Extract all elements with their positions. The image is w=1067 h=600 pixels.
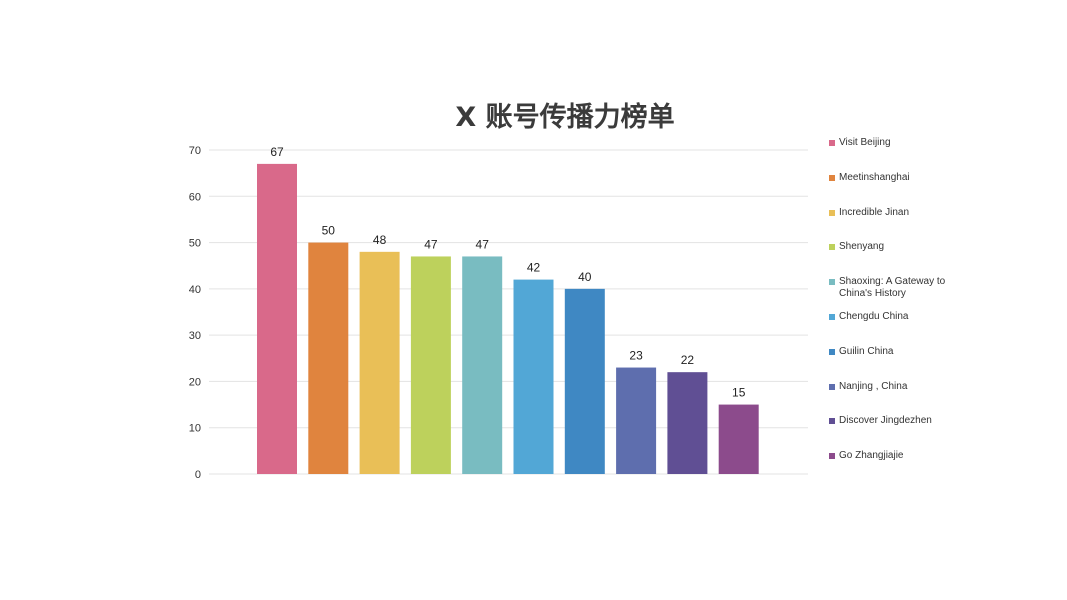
chart-title: X 账号传播力榜单 <box>455 102 675 133</box>
data-label: 42 <box>527 261 541 275</box>
legend-swatch <box>829 174 835 181</box>
y-tick-label: 20 <box>189 376 201 388</box>
data-label: 22 <box>681 353 695 367</box>
y-tick-label: 60 <box>189 191 201 203</box>
bar <box>718 404 759 474</box>
data-label: 15 <box>732 386 746 400</box>
legend-swatch <box>829 348 835 355</box>
legend-item: Go Zhangjiajie <box>829 450 949 462</box>
legend-swatch <box>829 383 835 390</box>
legend-swatch <box>829 209 835 216</box>
y-tick-label: 0 <box>195 469 201 481</box>
data-label: 47 <box>476 237 490 251</box>
bar <box>462 256 503 474</box>
legend-label: Chengdu China <box>839 311 909 322</box>
legend-label: Discover Jingdezhen <box>839 415 932 427</box>
data-label: 48 <box>373 233 387 247</box>
bar <box>410 256 451 474</box>
data-label: 40 <box>578 270 592 284</box>
legend-label: Go Zhangjiajie <box>839 450 904 462</box>
legend-label: Shaoxing: A Gateway to China's History <box>839 276 946 300</box>
legend-item: Guilin China <box>829 346 949 358</box>
legend-swatch <box>829 314 835 320</box>
y-tick-label: 10 <box>189 423 201 435</box>
legend-label: Guilin China <box>839 345 894 357</box>
y-tick-label: 30 <box>189 330 201 342</box>
legend-swatch <box>829 279 835 286</box>
legend-swatch <box>829 244 835 251</box>
legend-item: Meetinshanghai <box>829 172 949 184</box>
bar <box>667 372 708 474</box>
legend-label: Visit Beijing <box>839 137 891 148</box>
legend-swatch <box>829 453 835 460</box>
legend-label: Incredible Jinan <box>839 206 910 218</box>
bar <box>513 279 554 474</box>
legend-item: Chengdu China <box>829 311 949 323</box>
y-tick-label: 70 <box>189 145 201 157</box>
data-label: 23 <box>629 349 643 363</box>
data-label: 67 <box>270 145 284 159</box>
legend-item: Shaoxing: A Gateway to China's History <box>829 276 949 300</box>
legend-swatch <box>829 140 835 146</box>
legend-item: Incredible Jinan <box>829 207 949 219</box>
legend-swatch <box>829 418 835 425</box>
bar <box>564 288 605 474</box>
data-label: 50 <box>322 224 336 238</box>
data-label: 47 <box>424 237 438 251</box>
bar <box>616 367 657 474</box>
bar <box>359 251 400 474</box>
legend-item: Visit Beijing <box>829 137 949 149</box>
legend-label: Nanjing , China <box>839 380 908 392</box>
legend-item: Shenyang <box>829 241 949 253</box>
y-tick-label: 50 <box>189 238 201 250</box>
legend-item: Discover Jingdezhen <box>829 415 949 427</box>
legend-label: Meetinshanghai <box>839 171 910 183</box>
y-tick-label: 40 <box>189 284 201 296</box>
legend-label: Shenyang <box>839 241 885 253</box>
bar <box>308 242 349 474</box>
bar <box>257 163 297 474</box>
legend-item: Nanjing , China <box>829 381 949 393</box>
